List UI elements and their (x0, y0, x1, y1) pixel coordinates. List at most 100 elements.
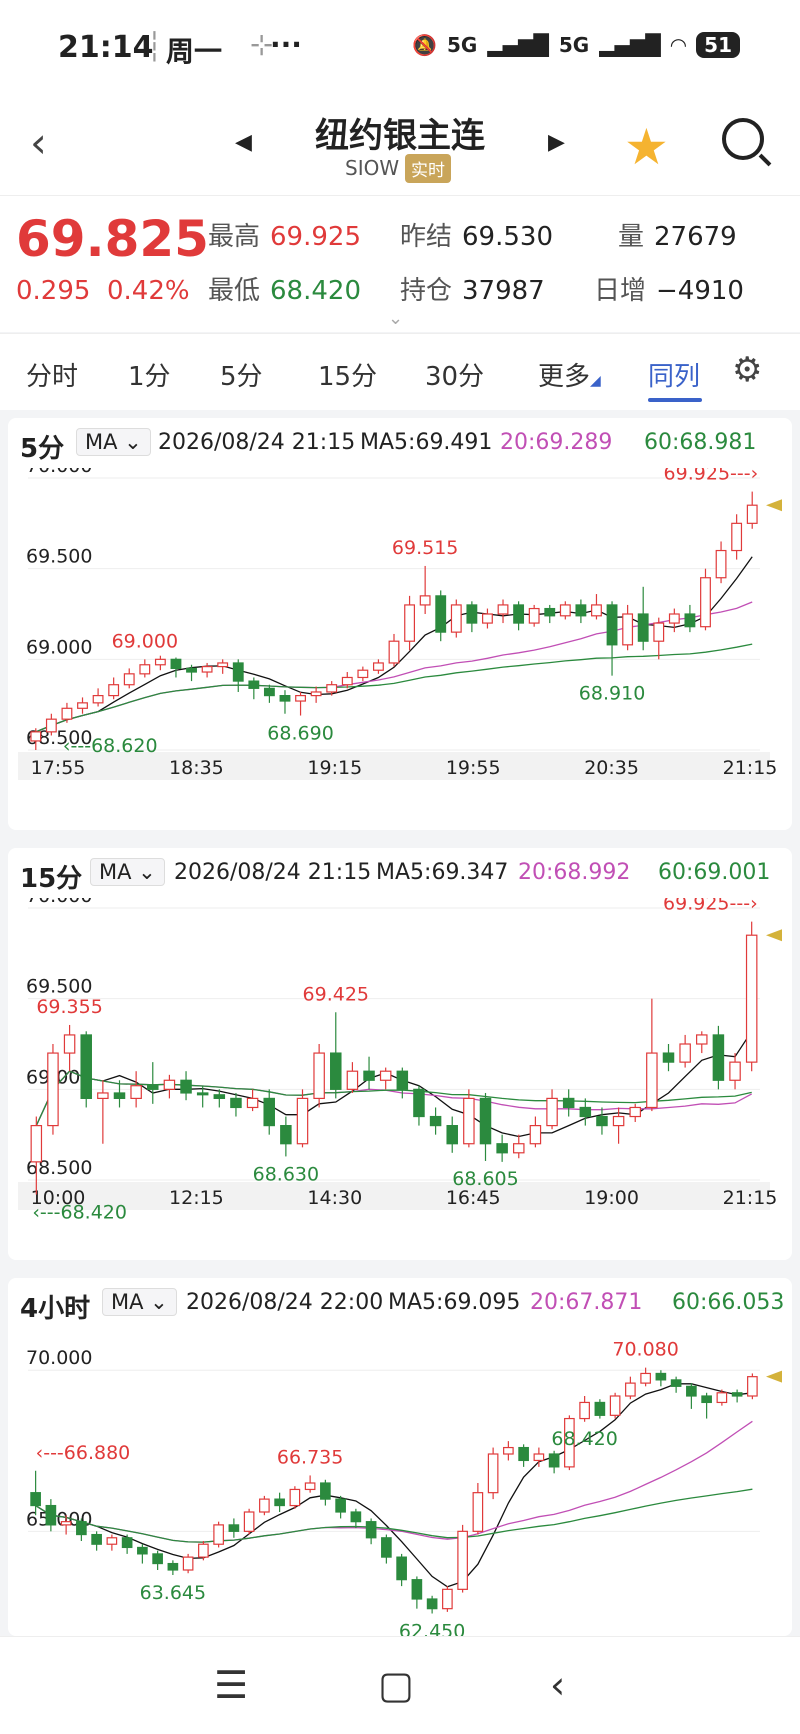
status-separator: ┆ (146, 30, 163, 63)
candle-up (30, 731, 42, 742)
candle-down (365, 1521, 377, 1539)
back-icon[interactable]: ‹ (550, 1663, 566, 1707)
ma20-line (35, 1070, 753, 1126)
candlestick-chart-4hour[interactable]: 70.000 65.000 70.080 66.735 ‹---66.880 68.420… (8, 1328, 792, 1636)
ma-selector[interactable]: MA ⌄ (90, 858, 165, 886)
active-tab-indicator (648, 398, 702, 402)
candle-up (513, 1143, 525, 1154)
low-label: 最低 (208, 276, 261, 306)
candle-down (548, 1453, 560, 1468)
change-value: 0.295 (16, 276, 91, 306)
tab-30min[interactable]: 30分 (425, 362, 485, 392)
candle-down (170, 658, 182, 669)
expand-chevron-icon[interactable]: ⌄ (388, 308, 404, 329)
candlestick-chart-15min[interactable]: 70.000 69.500 69.000 68.500 10:00 12:15 14:30 1… (8, 898, 792, 1260)
candle-down (213, 1094, 226, 1099)
panel-header: 5分 MA ⌄ 2026/08/24 21:15 MA5:69.491 20:6… (8, 418, 792, 468)
candle-up (622, 613, 634, 646)
candle-down (701, 1395, 712, 1404)
low-value: 68.420 (270, 276, 361, 306)
candle-up (372, 662, 384, 671)
candle-up (612, 1115, 625, 1127)
quote-summary: 69.825 0.295 0.42% 最高 69.925 最低 68.420 昨结 6… (0, 196, 800, 332)
gear-icon[interactable]: ⚙ (732, 350, 763, 390)
candle-down (167, 1562, 179, 1571)
ma60-line (35, 1488, 753, 1543)
candle-up (533, 1453, 545, 1462)
candle-down (330, 1052, 342, 1090)
price-annotation: 66.735 (277, 1446, 343, 1468)
candle-up (246, 1097, 259, 1109)
candle-down (381, 1537, 392, 1558)
search-icon[interactable] (722, 118, 764, 160)
candle-down (479, 1097, 492, 1145)
star-icon[interactable]: ★ (624, 118, 669, 176)
candle-down (655, 1372, 667, 1381)
tab-15min[interactable]: 15分 (318, 362, 378, 392)
ma60-value: 60:68.981 (644, 430, 757, 455)
candle-down (426, 1598, 438, 1610)
candle-up (310, 691, 322, 697)
wifi-icon: ◠ (670, 33, 687, 57)
mute-icon: 🔕 (412, 33, 438, 57)
ma-selector[interactable]: MA ⌄ (102, 1288, 177, 1316)
candle-up (182, 1556, 194, 1571)
top-nav: ‹ ◀ 纽约银主连 SIOW 实时 ▶ ★ (0, 100, 800, 196)
daily-change-value: −4910 (656, 276, 744, 306)
y-tick-label: 69.500 (26, 546, 92, 568)
last-price-marker (766, 1370, 782, 1383)
tab-more[interactable]: 更多◢ (538, 356, 601, 393)
candle-down (562, 1097, 575, 1109)
candle-up (463, 1097, 475, 1145)
price-annotation: 69.515 (392, 537, 458, 559)
menu-icon[interactable]: ☰ (214, 1663, 249, 1707)
candle-up (243, 1511, 255, 1532)
candle-up (106, 1537, 118, 1545)
daily-change-item: 日增 −4910 (594, 270, 744, 307)
candle-up (591, 604, 602, 617)
contract-code: SIOW (345, 156, 400, 180)
candle-up (679, 1043, 691, 1063)
candle-down (396, 1556, 407, 1581)
candle-up (625, 1382, 636, 1397)
price-annotation: 69.355 (36, 996, 102, 1018)
ma5-value: MA5:69.095 (388, 1290, 521, 1315)
tab-same-series[interactable]: 同列 (648, 362, 701, 392)
candle-down (335, 1498, 346, 1513)
next-contract-icon[interactable]: ▶ (548, 130, 565, 155)
candle-up (341, 676, 353, 686)
candlestick-chart-5min[interactable]: 70.000 69.500 69.000 68.500 17:55 18:35 19:15 1… (8, 468, 792, 830)
status-more: ··· (270, 28, 302, 61)
tab-timeshare[interactable]: 分时 (26, 362, 79, 392)
candle-down (320, 1482, 331, 1500)
prev-contract-icon[interactable]: ◀ (235, 130, 252, 155)
price-annotation: 70.080 (612, 1339, 678, 1361)
candle-down (606, 604, 618, 646)
last-price-marker (766, 929, 782, 942)
panel-header: 4小时 MA ⌄ 2026/08/24 22:00 MA5:69.095 20:… (8, 1278, 792, 1328)
candle-down (731, 1392, 743, 1397)
candle-down (80, 1034, 92, 1100)
change-pct: 0.42% (106, 276, 190, 306)
candle-up (419, 595, 431, 606)
y-tick-label: 70.000 (26, 468, 92, 477)
daily-change-label: 日增 (594, 276, 647, 306)
volume-label: 量 (618, 222, 645, 252)
panel-period: 15分 (20, 864, 83, 894)
candle-up (97, 1092, 109, 1100)
candle-up (313, 1052, 325, 1099)
chevron-left-icon[interactable]: ‹ (30, 118, 47, 167)
candle-down (263, 687, 275, 697)
ma20-value: 20:69.289 (500, 430, 613, 455)
x-tick-label: 21:15 (723, 757, 778, 779)
candle-up (640, 1372, 651, 1384)
x-tick-label: 21:15 (723, 1187, 778, 1209)
net1-label: 5G (447, 33, 478, 57)
home-icon[interactable]: ▢ (378, 1663, 414, 1707)
candle-up (139, 664, 151, 675)
candle-down (280, 1125, 292, 1145)
ma-selector[interactable]: MA ⌄ (76, 428, 151, 456)
tab-1min[interactable]: 1分 (128, 362, 171, 392)
candle-up (442, 1588, 453, 1610)
tab-5min[interactable]: 5分 (220, 362, 263, 392)
